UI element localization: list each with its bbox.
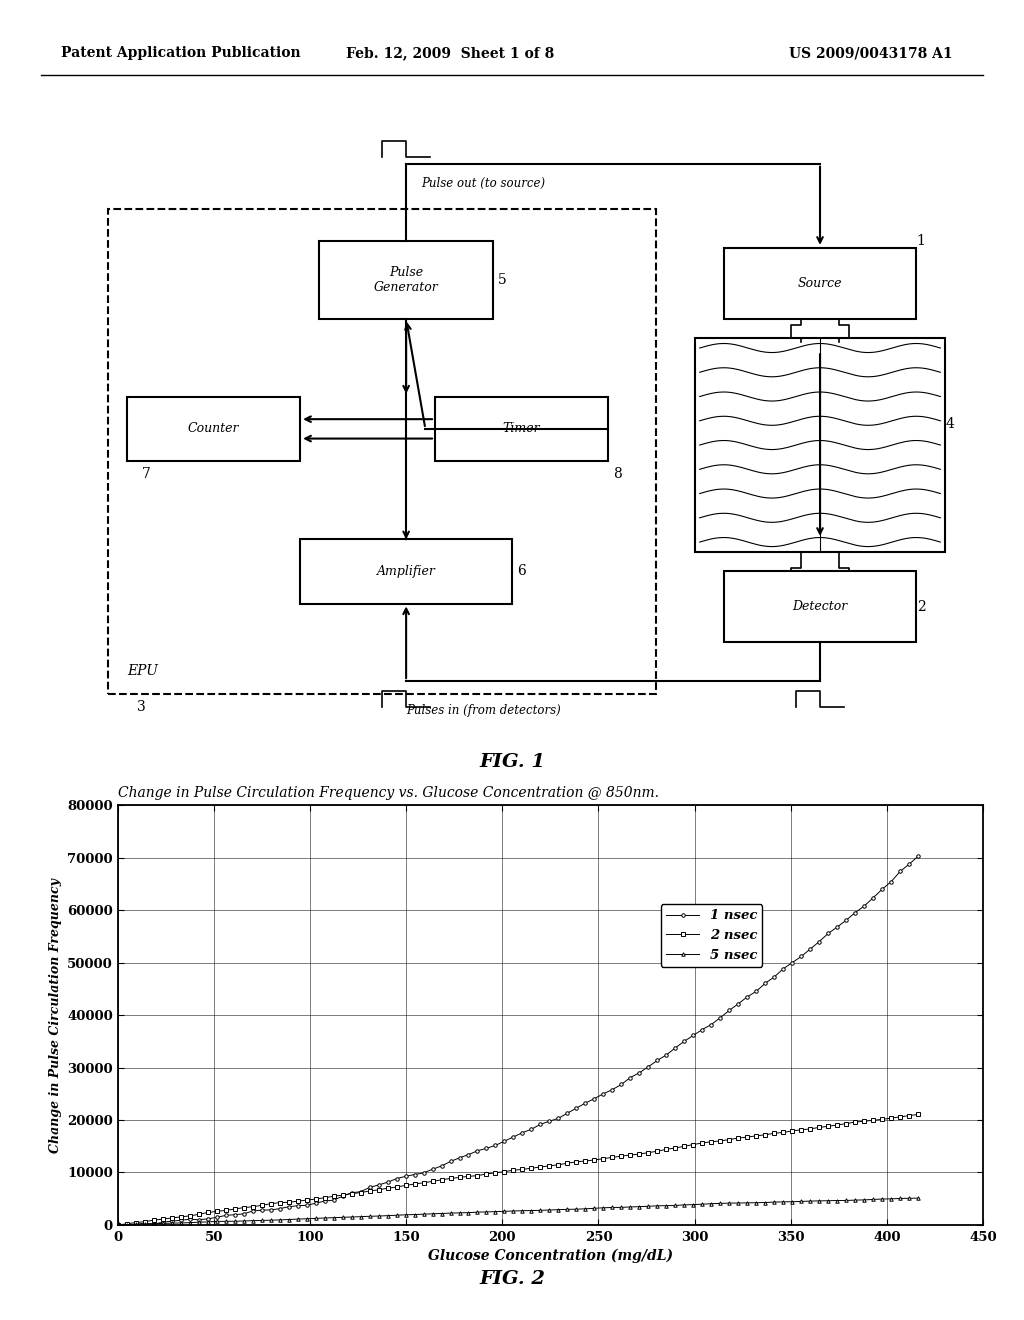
1 nsec: [804, 941, 816, 957]
1 nsec: [112, 1217, 124, 1233]
Text: 2: 2: [916, 599, 926, 614]
5 nsec: [795, 1193, 807, 1209]
2 nsec: [354, 1185, 367, 1201]
Text: FIG. 1: FIG. 1: [479, 752, 545, 771]
Text: 4: 4: [945, 417, 954, 430]
Text: Pulse out (to source): Pulse out (to source): [421, 177, 545, 190]
2 nsec: [795, 1122, 807, 1138]
Text: 6: 6: [517, 564, 526, 578]
2 nsec: [670, 1140, 682, 1156]
Text: EPU: EPU: [127, 664, 158, 678]
5 nsec: [354, 1209, 367, 1225]
Text: Change in Pulse Circulation Frequency vs. Glucose Concentration @ 850nm.: Change in Pulse Circulation Frequency vs…: [118, 785, 658, 800]
Text: Source: Source: [798, 277, 843, 290]
1 nsec: [228, 1206, 241, 1222]
Text: Detector: Detector: [793, 601, 848, 614]
Bar: [724, 248, 916, 319]
2 nsec: [912, 1106, 925, 1122]
2 nsec: [112, 1217, 124, 1233]
Text: 8: 8: [613, 467, 623, 482]
Text: Counter: Counter: [187, 422, 240, 436]
Text: Feb. 12, 2009  Sheet 1 of 8: Feb. 12, 2009 Sheet 1 of 8: [346, 46, 555, 61]
Text: Pulses in (from detectors): Pulses in (from detectors): [406, 704, 560, 717]
Line: 5 nsec: 5 nsec: [116, 1196, 920, 1226]
Bar: [108, 209, 656, 694]
Bar: [724, 572, 916, 643]
2 nsec: [777, 1125, 790, 1140]
Bar: [300, 539, 512, 603]
Text: Pulse
Generator: Pulse Generator: [374, 267, 438, 294]
Text: FIG. 2: FIG. 2: [479, 1270, 545, 1288]
Bar: [319, 242, 493, 319]
Text: Amplifier: Amplifier: [377, 565, 435, 578]
2 nsec: [877, 1111, 889, 1127]
1 nsec: [364, 1180, 376, 1196]
1 nsec: [912, 849, 925, 865]
1 nsec: [885, 874, 897, 890]
X-axis label: Glucose Concentration (mg/dL): Glucose Concentration (mg/dL): [428, 1249, 673, 1263]
Text: 5: 5: [498, 273, 507, 288]
Legend: 1 nsec, 2 nsec, 5 nsec: 1 nsec, 2 nsec, 5 nsec: [660, 904, 763, 966]
Text: 7: 7: [141, 467, 151, 482]
1 nsec: [678, 1034, 690, 1049]
2 nsec: [219, 1203, 231, 1218]
Bar: [695, 338, 945, 552]
Bar: [435, 396, 608, 461]
5 nsec: [877, 1191, 889, 1206]
Text: 1: 1: [916, 234, 926, 248]
5 nsec: [670, 1197, 682, 1213]
1 nsec: [786, 954, 799, 970]
Text: 3: 3: [136, 700, 145, 714]
Line: 2 nsec: 2 nsec: [116, 1113, 920, 1226]
5 nsec: [912, 1191, 925, 1206]
5 nsec: [777, 1195, 790, 1210]
Y-axis label: Change in Pulse Circulation Frequency: Change in Pulse Circulation Frequency: [48, 878, 61, 1152]
5 nsec: [219, 1213, 231, 1229]
Text: US 2009/0043178 A1: US 2009/0043178 A1: [788, 46, 952, 61]
1 nsec: [121, 1217, 133, 1233]
Text: Timer: Timer: [503, 422, 541, 436]
Text: Patent Application Publication: Patent Application Publication: [61, 46, 301, 61]
5 nsec: [112, 1217, 124, 1233]
Line: 1 nsec: 1 nsec: [116, 854, 920, 1226]
Bar: [127, 396, 300, 461]
